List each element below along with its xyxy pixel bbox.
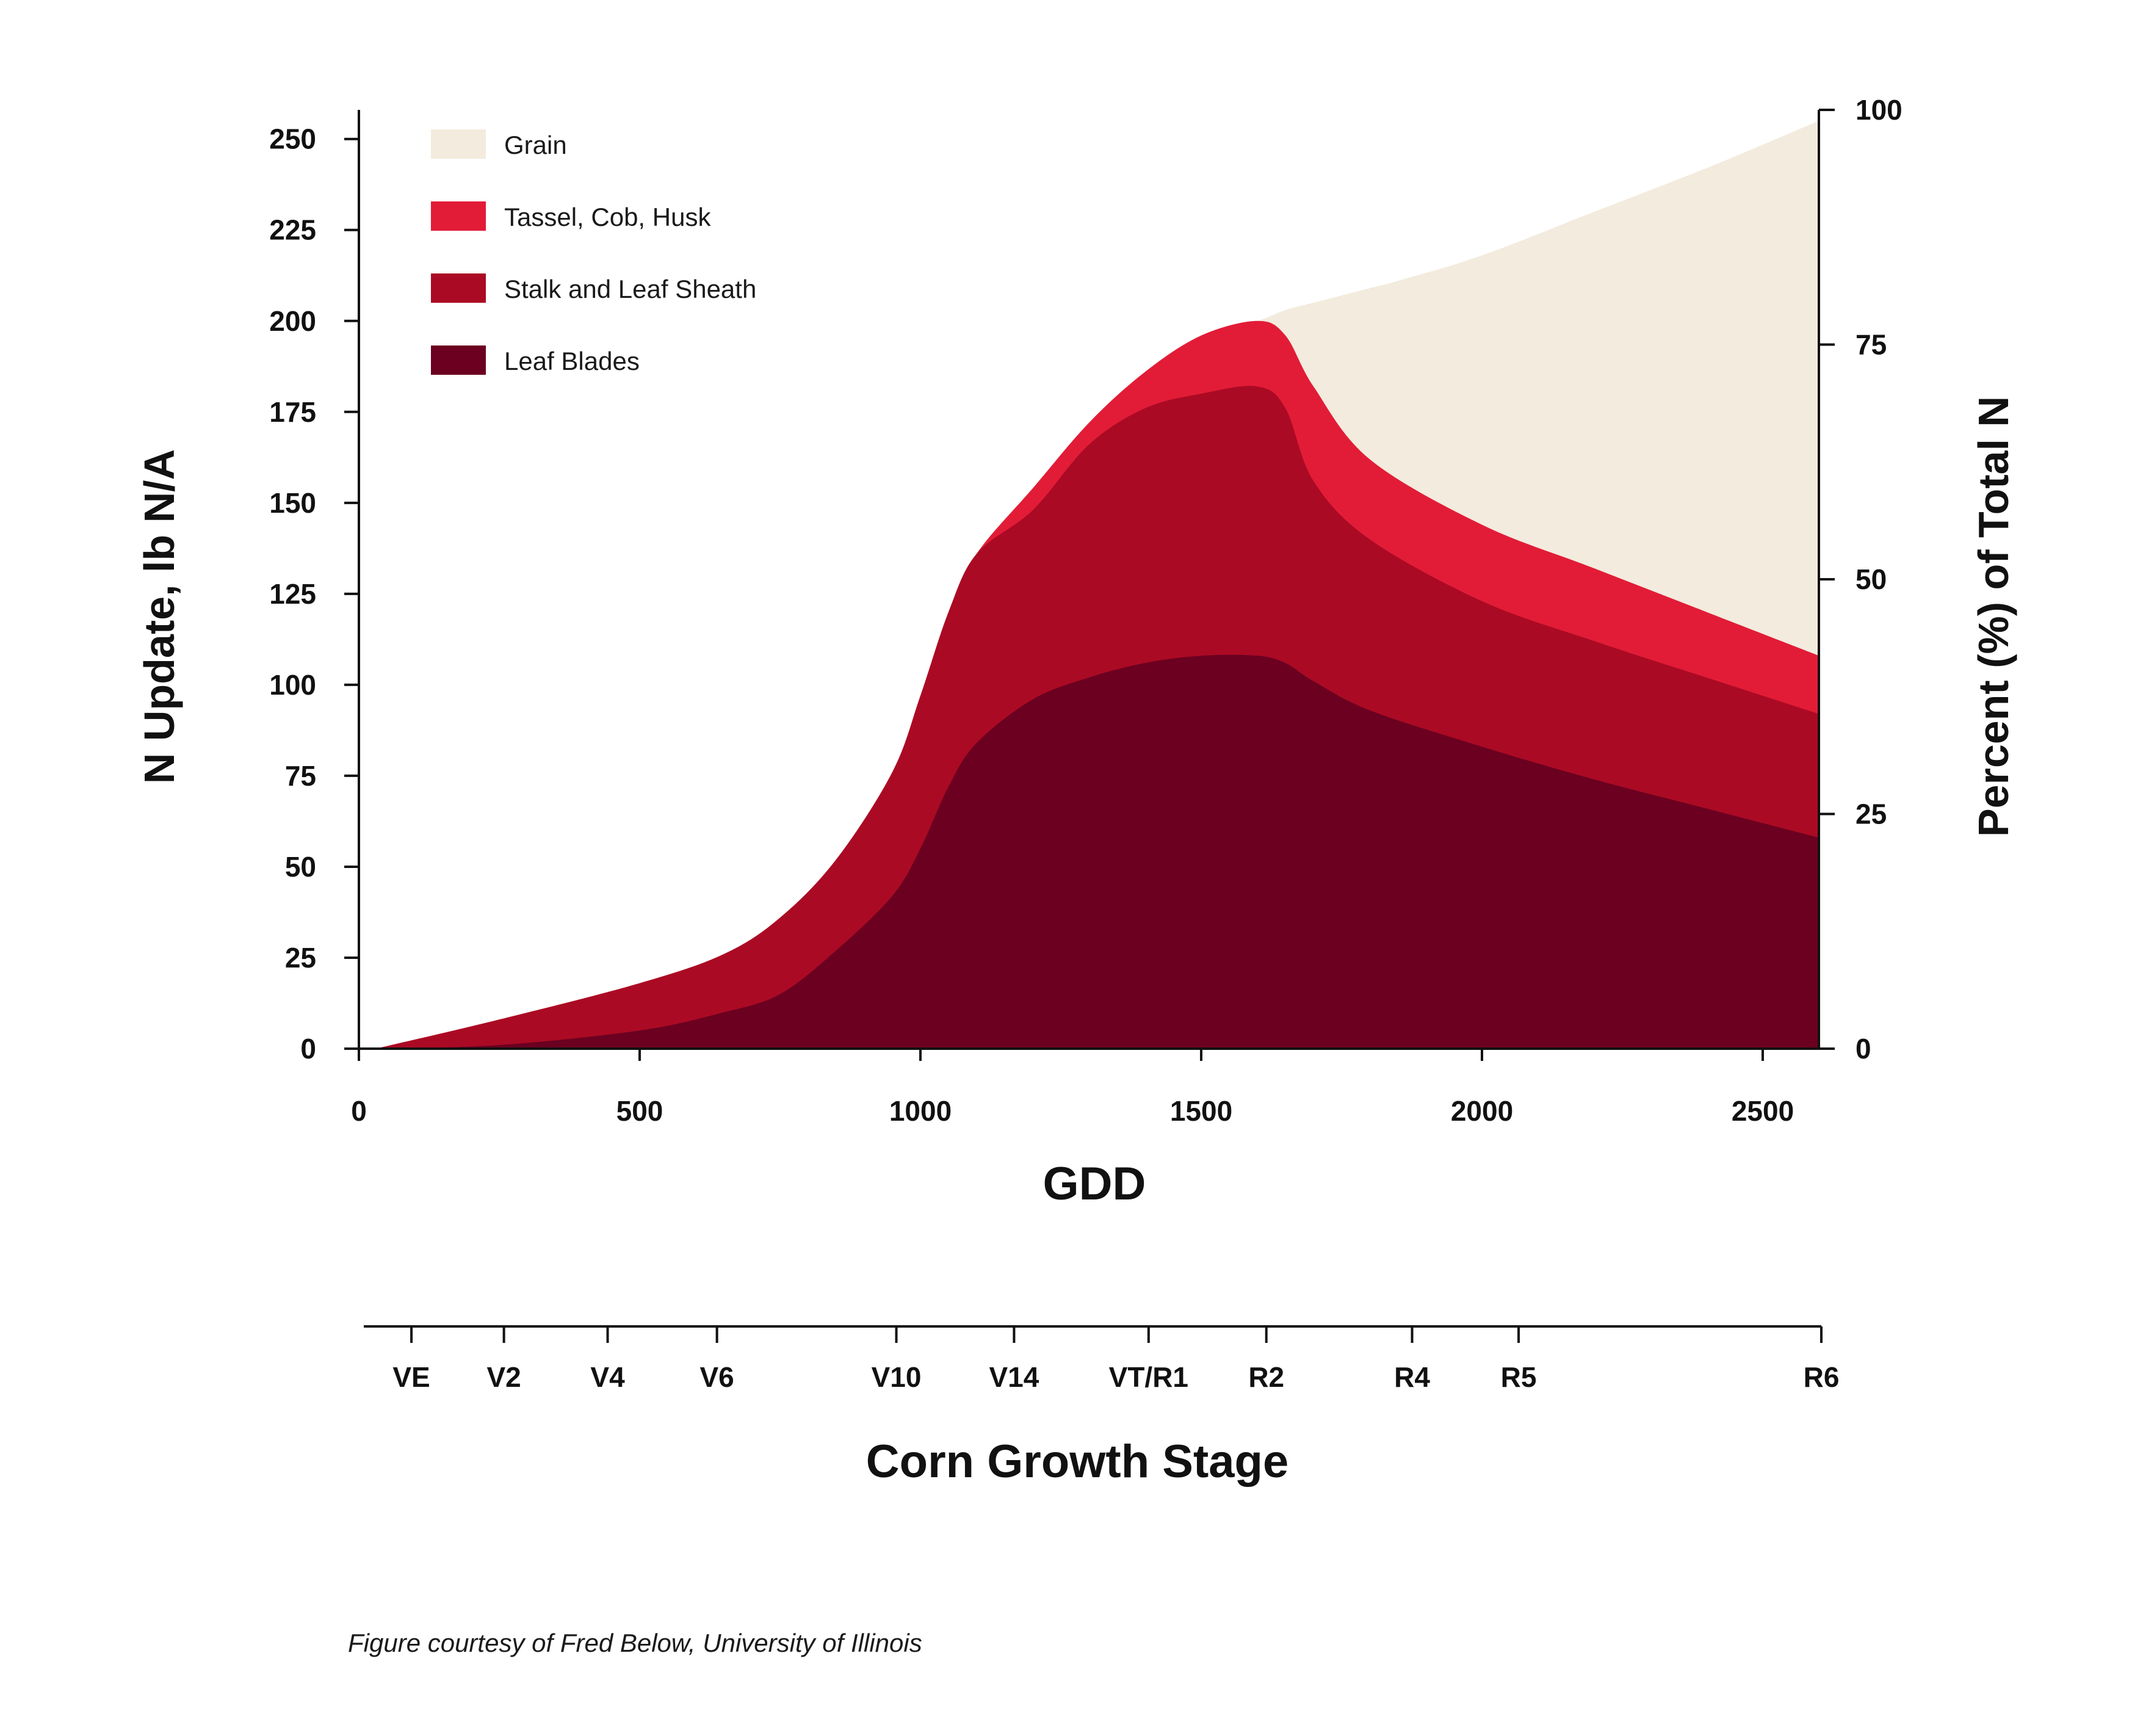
growth-stage-label: V4 <box>590 1361 625 1393</box>
y2-axis-title: Percent (%) of Total N <box>1970 396 2017 837</box>
y-tick-label: 250 <box>269 123 316 155</box>
x-tick-label: 2500 <box>1732 1095 1794 1127</box>
legend-label: Tassel, Cob, Husk <box>504 203 711 231</box>
growth-stage-axis-title: Corn Growth Stage <box>866 1436 1288 1488</box>
y-tick-label: 0 <box>300 1033 316 1065</box>
y-tick-label: 25 <box>285 942 316 974</box>
growth-stage-label: V2 <box>486 1361 521 1393</box>
growth-stage-label: R6 <box>1804 1361 1840 1393</box>
legend-label: Grain <box>504 131 567 159</box>
x-tick-label: 1500 <box>1170 1095 1232 1127</box>
growth-stage-label: R4 <box>1394 1361 1430 1393</box>
growth-stage-label: VT/R1 <box>1109 1361 1188 1393</box>
x-axis-title: GDD <box>1043 1158 1146 1210</box>
legend-swatch <box>431 201 486 231</box>
y-tick-label: 75 <box>285 760 316 792</box>
y2-tick-label: 100 <box>1856 94 1903 126</box>
x-tick-label: 2000 <box>1451 1095 1513 1127</box>
growth-stage-ticks: VE V2 V4 V6 V10 V14 VT/R1 R2 R4 R5 R6 <box>392 1326 1839 1393</box>
y-tick-label: 225 <box>269 214 316 246</box>
growth-stage-label: V14 <box>989 1361 1039 1393</box>
legend-swatch <box>431 345 486 375</box>
x-tick-label: 500 <box>616 1095 663 1127</box>
legend-label: Leaf Blades <box>504 347 640 375</box>
y2-tick-label: 25 <box>1856 798 1887 830</box>
y2-tick-label: 50 <box>1856 563 1887 595</box>
figure-caption: Figure courtesy of Fred Below, Universit… <box>348 1629 922 1657</box>
growth-stage-label: V10 <box>872 1361 922 1393</box>
left-y-ticks: 0 25 50 75 100 125 150 175 200 225 250 <box>269 123 359 1065</box>
growth-stage-label: R2 <box>1248 1361 1284 1393</box>
y-tick-label: 125 <box>269 578 316 610</box>
y2-tick-label: 0 <box>1856 1033 1871 1065</box>
y-tick-label: 150 <box>269 487 316 519</box>
y2-tick-label: 75 <box>1856 329 1887 361</box>
y-axis-title: N Update, lb N/A <box>136 449 183 784</box>
x-ticks: 0 500 1000 1500 2000 2500 <box>351 1049 1794 1127</box>
growth-stage-label: V6 <box>699 1361 734 1393</box>
x-tick-label: 0 <box>351 1095 367 1127</box>
legend: Grain Tassel, Cob, Husk Stalk and Leaf She… <box>431 129 756 375</box>
legend-swatch <box>431 129 486 159</box>
right-y-ticks: 0 25 50 75 100 <box>1819 94 1903 1065</box>
x-tick-label: 1000 <box>889 1095 952 1127</box>
y-tick-label: 100 <box>269 669 316 701</box>
legend-label: Stalk and Leaf Sheath <box>504 275 756 303</box>
legend-swatch <box>431 273 486 303</box>
growth-stage-label: R5 <box>1501 1361 1537 1393</box>
y-tick-label: 175 <box>269 396 316 428</box>
y-tick-label: 50 <box>285 851 316 883</box>
y-tick-label: 200 <box>269 305 316 337</box>
area-series-group <box>375 120 1819 1049</box>
growth-stage-label: VE <box>392 1361 430 1393</box>
area-leaf-blades <box>375 654 1819 1049</box>
